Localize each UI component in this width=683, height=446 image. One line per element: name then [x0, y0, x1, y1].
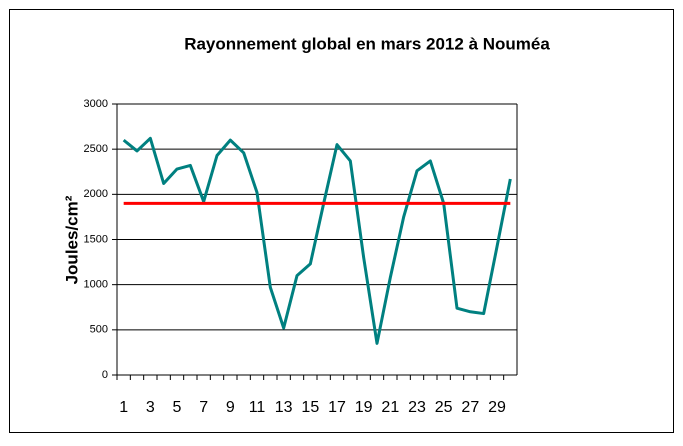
x-tick-label: 11	[249, 399, 266, 416]
y-tick-label: 2500	[84, 143, 108, 155]
y-axis-label: Joules/cm²	[62, 195, 81, 284]
y-tick-label: 500	[90, 324, 108, 336]
x-tick-label: 29	[488, 399, 506, 416]
series-line	[122, 136, 512, 345]
x-tick-label: 9	[226, 399, 235, 416]
chart-frame	[9, 9, 674, 433]
x-tick-label: 23	[408, 399, 426, 416]
y-tick-label: 3000	[84, 98, 108, 110]
x-tick-label: 19	[355, 399, 373, 416]
x-tick-label: 17	[328, 399, 346, 416]
y-tick-label: 1000	[84, 279, 108, 291]
x-tick-label: 21	[381, 399, 399, 416]
y-tick-label: 2000	[84, 188, 108, 200]
y-tick-label: 1500	[84, 233, 108, 245]
x-tick-label: 13	[275, 399, 293, 416]
x-tick-label: 1	[119, 399, 128, 416]
x-tick-label: 25	[435, 399, 453, 416]
x-tick-label: 7	[199, 399, 208, 416]
x-tick-label: 27	[461, 399, 479, 416]
x-tick-label: 3	[146, 399, 155, 416]
chart-title: Rayonnement global en mars 2012 à Nouméa	[184, 34, 550, 53]
x-tick-label: 15	[301, 399, 319, 416]
y-tick-label: 0	[102, 369, 108, 381]
x-tick-label: 5	[173, 399, 182, 416]
